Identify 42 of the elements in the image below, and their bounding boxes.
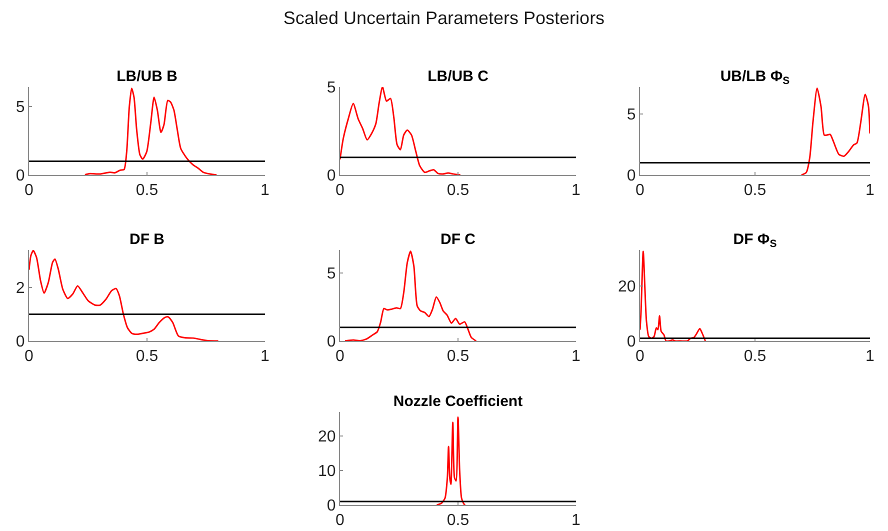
y-tick-label: 5 [326,266,336,283]
x-tick-label: 1 [572,512,581,530]
line-series [800,87,870,175]
y-tick-label: 0 [626,334,636,351]
y-tick-label: 0 [16,168,25,185]
y-tick-label: 5 [626,106,636,124]
x-tick-label: 0.5 [446,182,470,200]
y-tick-label: 5 [16,98,25,116]
y-tick-label: 10 [318,463,336,480]
x-tick-label: 0.5 [136,182,158,200]
line-series [29,250,220,341]
chart-title: LB/UB C [428,68,489,85]
y-tick-label: 20 [618,278,636,296]
line-series [84,88,218,175]
y-tick-label: 20 [318,428,336,446]
chart-title: LB/UB B [116,68,178,85]
x-tick-label: 1 [866,182,875,200]
x-tick-label: 0.5 [744,348,766,366]
chart-title: DF B [130,231,165,248]
x-tick-label: 1 [260,348,270,366]
x-tick-label: 0.5 [744,182,766,200]
y-tick-label: 0 [626,168,636,185]
chart-title: DF Φ$_{S}$ [733,231,777,250]
y-tick-label: 0 [326,334,336,351]
line-series [436,416,466,505]
x-tick-label: 0.5 [446,348,470,366]
x-tick-label: 0.5 [136,348,158,366]
chart-title: Nozzle Coefficient [393,393,523,410]
x-tick-label: 1 [572,348,581,366]
chart-title: UB/LB Φ$_{S}$ [720,68,790,88]
y-tick-label: 5 [326,80,336,97]
x-tick-label: 0.5 [446,512,470,530]
line-series [344,250,477,341]
y-tick-label: 0 [326,498,336,515]
y-tick-label: 0 [16,334,25,351]
y-tick-label: 0 [326,168,336,185]
x-tick-label: 1 [260,182,270,200]
y-tick-label: 2 [16,280,25,298]
chart-title: DF C [440,231,476,248]
x-tick-label: 1 [572,182,581,200]
text: Scaled Uncertain Parameters Posteriors [282,8,606,29]
x-tick-label: 1 [866,348,875,366]
